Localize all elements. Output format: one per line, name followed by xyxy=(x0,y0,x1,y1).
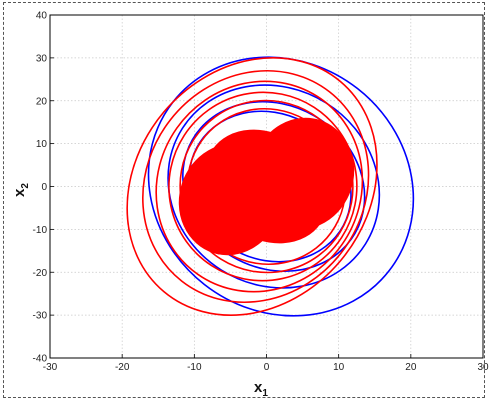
y-tick-label: 0 xyxy=(41,182,47,193)
x-axis-label: x1 xyxy=(254,379,268,399)
y-tick-label: -20 xyxy=(33,268,48,279)
x-tick-label: 30 xyxy=(477,362,489,373)
x-tick-label: -10 xyxy=(187,362,202,373)
x-tick-label: 10 xyxy=(333,362,345,373)
red-trajectory-loop xyxy=(142,69,370,304)
x-axis-label-main: x xyxy=(254,379,263,396)
figure-frame xyxy=(3,2,485,398)
y-tick-label: 40 xyxy=(36,11,48,22)
y-tick-label: -30 xyxy=(33,311,48,322)
x-axis-label-subscript: 1 xyxy=(262,388,268,399)
y-tick-label: -40 xyxy=(33,354,48,365)
y-axis-label: x2 xyxy=(11,183,31,197)
x-tick-label: -20 xyxy=(115,362,130,373)
x-tick-label: 20 xyxy=(405,362,417,373)
y-tick-label: 20 xyxy=(36,96,48,107)
x-tick-label: -30 xyxy=(43,362,58,373)
x-tick-label: 0 xyxy=(264,362,270,373)
red-trajectory-loop xyxy=(126,57,378,316)
red-trajectory-loop xyxy=(168,91,358,282)
y-tick-label: 30 xyxy=(36,53,48,64)
y-axis-label-main: x xyxy=(11,188,28,197)
trajectory-layer xyxy=(126,56,415,317)
y-axis-label-subscript: 2 xyxy=(20,183,31,189)
y-tick-label: 10 xyxy=(36,139,48,150)
y-tick-label: -10 xyxy=(33,225,48,236)
red-trajectory-core xyxy=(205,129,328,244)
red-trajectory-loop xyxy=(155,80,364,293)
red-trajectory-loop xyxy=(179,99,354,274)
